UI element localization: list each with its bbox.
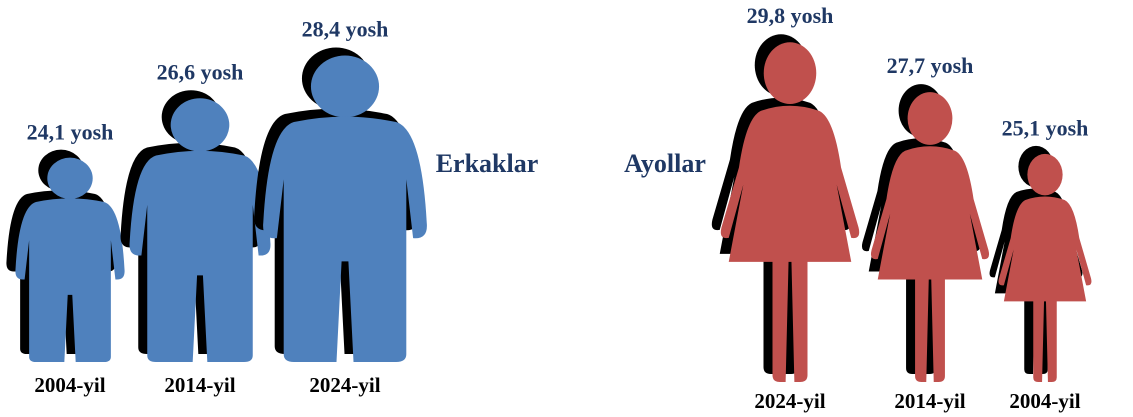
body <box>15 198 125 362</box>
figure-body <box>15 157 125 362</box>
body <box>998 196 1092 382</box>
body <box>720 105 860 382</box>
figure-body <box>263 55 427 363</box>
value-label: 24,1 yosh <box>27 120 114 145</box>
value-label: 28,4 yosh <box>302 16 389 41</box>
figure <box>711 34 860 382</box>
body <box>263 116 427 363</box>
head <box>170 98 230 152</box>
head <box>763 42 817 105</box>
group-label: Erkaklar <box>436 149 539 178</box>
body <box>129 150 271 362</box>
figure <box>6 149 125 362</box>
category-label: 2024-yil <box>754 389 825 413</box>
category-label: 2004-yil <box>1009 389 1080 413</box>
value-label: 27,7 yosh <box>887 53 974 78</box>
figure-body <box>720 42 860 382</box>
figure <box>861 84 990 382</box>
group-label: Ayollar <box>624 149 706 178</box>
body <box>870 146 990 382</box>
category-label: 2004-yil <box>34 373 105 397</box>
figure-body <box>870 92 990 382</box>
value-label: 25,1 yosh <box>1002 116 1089 141</box>
figure <box>989 145 1092 382</box>
figure <box>120 90 271 362</box>
category-label: 2014-yil <box>894 389 965 413</box>
figure-body <box>998 153 1092 382</box>
figure <box>254 47 427 363</box>
category-label: 2024-yil <box>309 373 380 397</box>
value-label: 29,8 yosh <box>747 3 834 28</box>
head <box>47 157 93 199</box>
figure-body <box>129 98 271 362</box>
head <box>1027 153 1063 196</box>
value-label: 26,6 yosh <box>157 60 244 85</box>
category-label: 2014-yil <box>164 373 235 397</box>
head <box>907 92 953 145</box>
head <box>310 55 380 118</box>
